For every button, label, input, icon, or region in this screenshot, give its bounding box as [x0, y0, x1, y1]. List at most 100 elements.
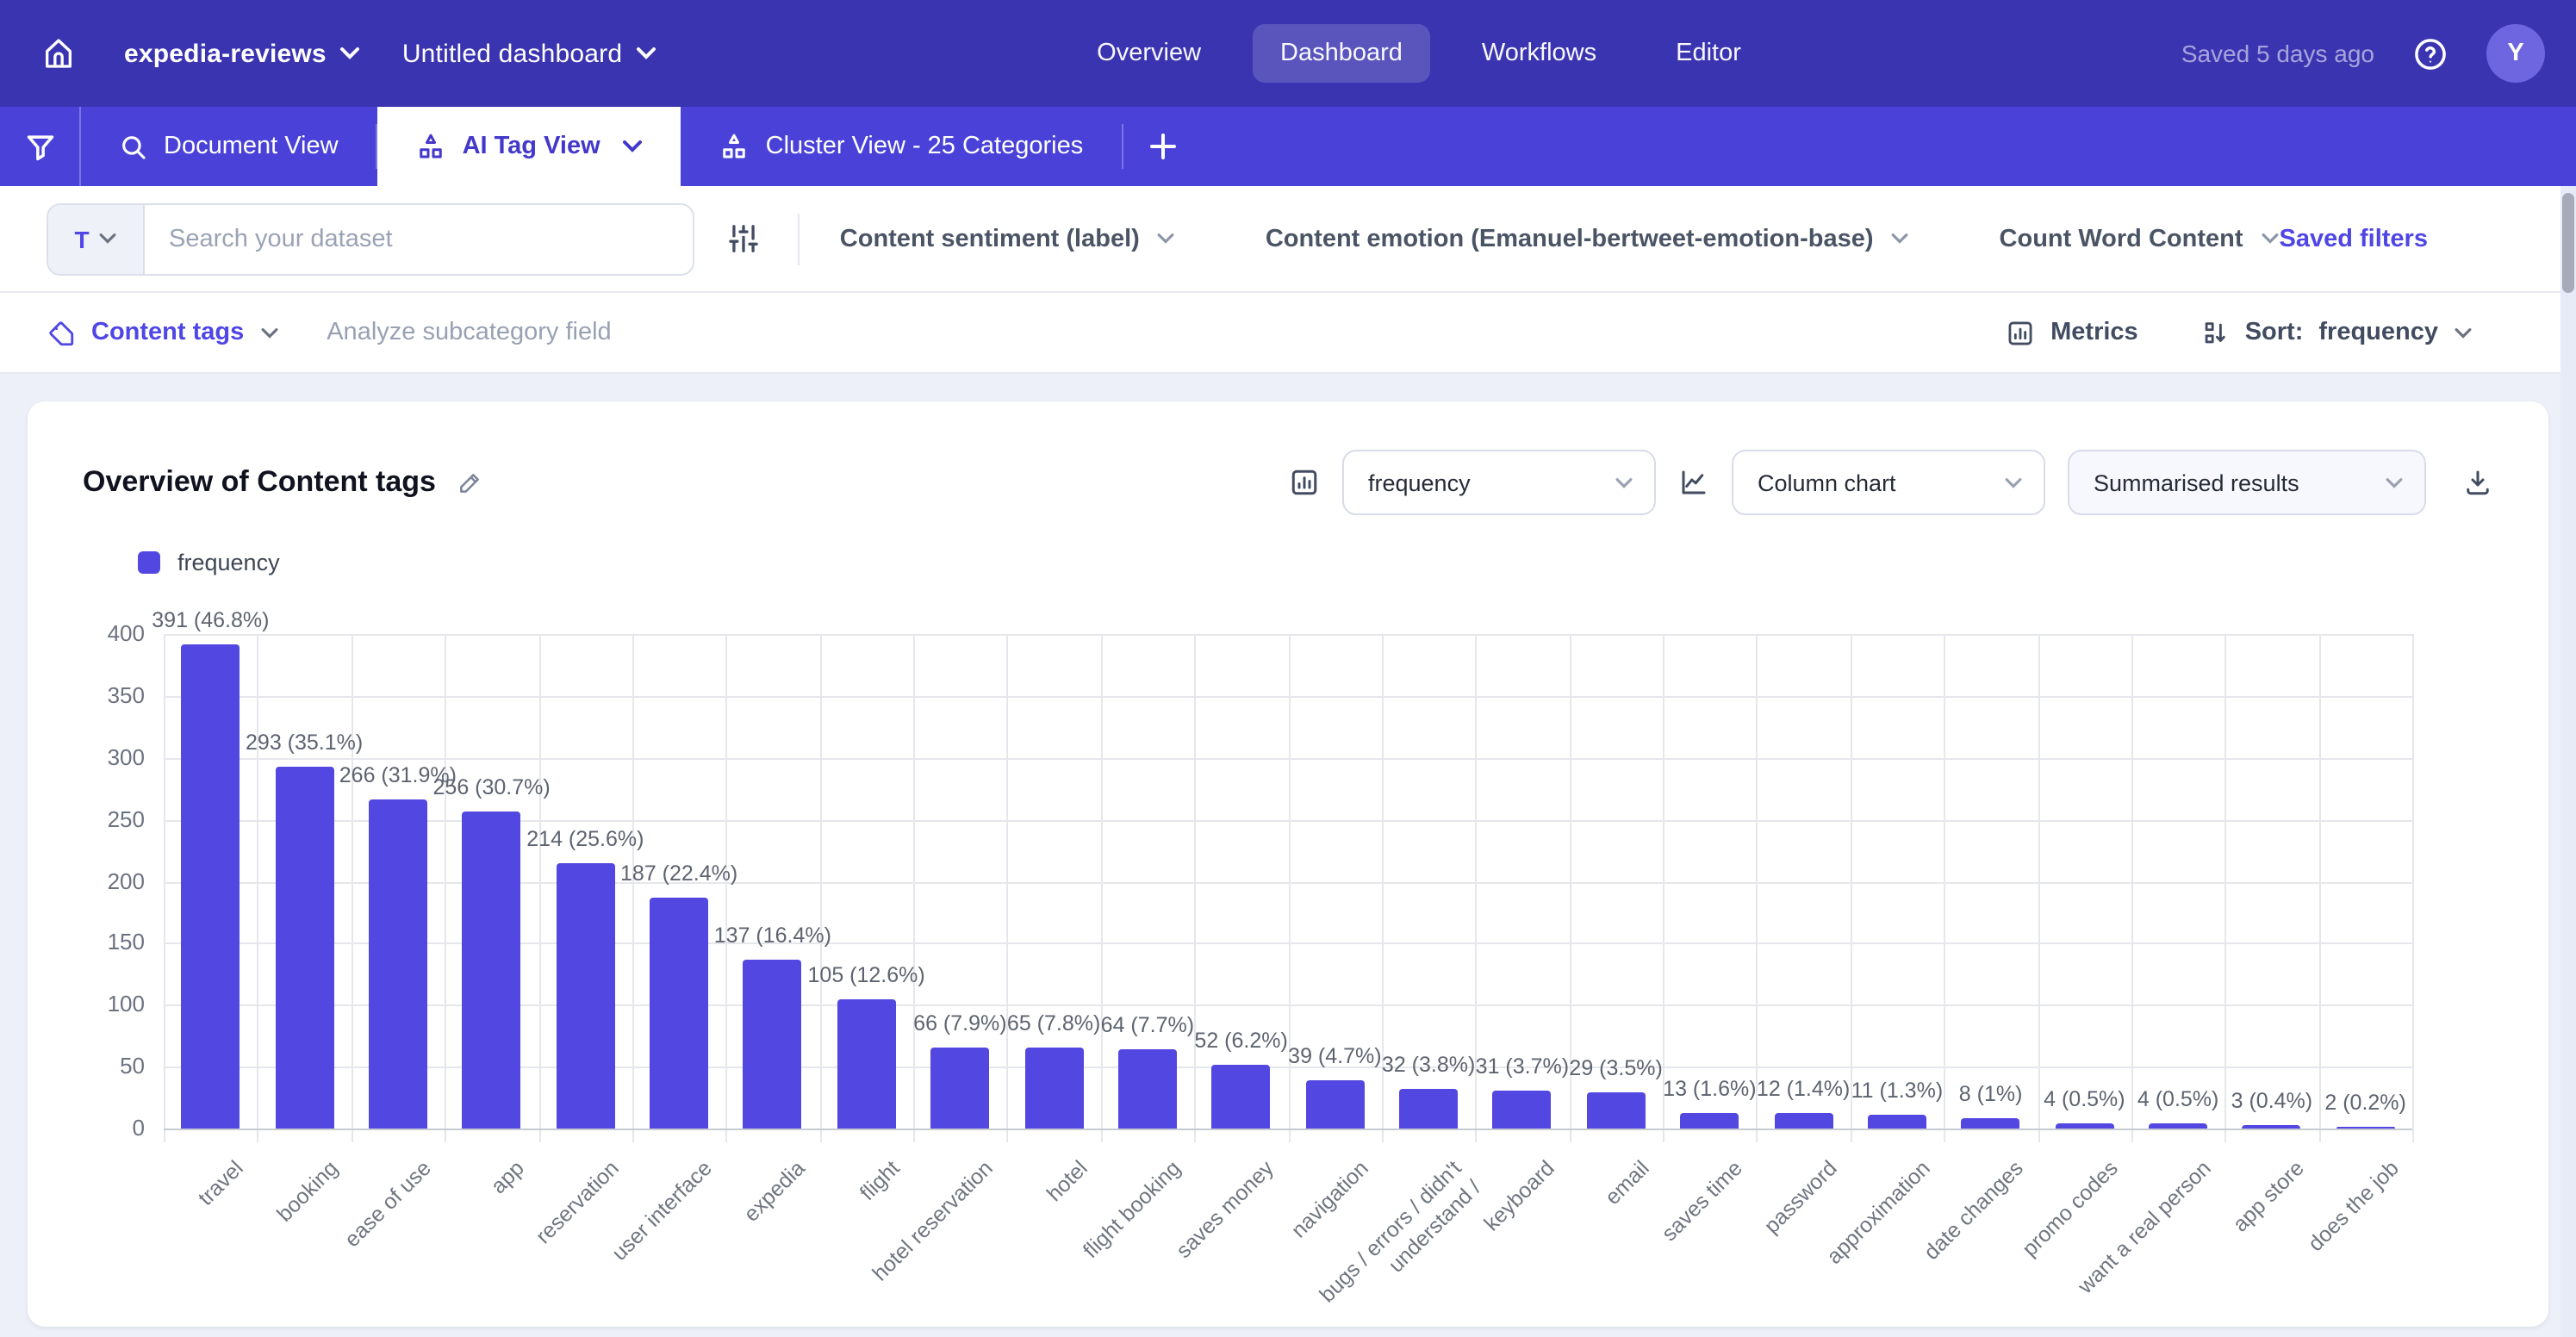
- bar-value-label: 4 (0.5%): [2044, 1087, 2125, 1112]
- search-input[interactable]: [145, 204, 693, 273]
- dropdown-content-sentiment[interactable]: Content sentiment (label): [840, 225, 1176, 252]
- metrics-button[interactable]: Metrics: [2006, 318, 2138, 347]
- bar[interactable]: [368, 799, 427, 1129]
- bar[interactable]: [837, 998, 896, 1129]
- gridline-v: [632, 634, 634, 1142]
- home-button[interactable]: [34, 36, 83, 71]
- bar[interactable]: [2055, 1123, 2114, 1129]
- dropdown-content-emotion[interactable]: Content emotion (Emanuel-bertweet-emotio…: [1266, 225, 1910, 252]
- x-tick-label: travel: [194, 1156, 249, 1211]
- gridline-v: [164, 634, 165, 1142]
- top-navigation-bar: expedia-reviews Untitled dashboard Overv…: [0, 0, 2576, 107]
- gridline-v: [445, 634, 447, 1142]
- scrollbar-thumb[interactable]: [2562, 193, 2574, 293]
- legend-label: frequency: [177, 550, 280, 575]
- chevron-down-icon[interactable]: [623, 140, 644, 153]
- dashboard-switcher[interactable]: Untitled dashboard: [402, 39, 656, 68]
- top-nav-tabs: Overview Dashboard Workflows Editor: [656, 24, 2181, 83]
- gridline-v: [1850, 634, 1852, 1142]
- filter-button[interactable]: [0, 107, 81, 186]
- download-icon[interactable]: [2462, 467, 2493, 498]
- chevron-down-icon: [98, 233, 117, 245]
- dataset-search-group: T: [47, 202, 694, 275]
- results-mode-select[interactable]: Summarised results: [2068, 450, 2426, 515]
- bar[interactable]: [1024, 1048, 1084, 1129]
- chart-title: Overview of Content tags: [83, 465, 436, 498]
- bar-value-label: 32 (3.8%): [1381, 1053, 1476, 1078]
- chart-type-select[interactable]: Column chart: [1732, 450, 2045, 515]
- scrollbar-track[interactable]: [2560, 186, 2576, 1337]
- gridline-v: [1569, 634, 1571, 1142]
- gridline-v: [725, 634, 728, 1142]
- plus-icon: [1148, 133, 1176, 160]
- bar[interactable]: [1586, 1092, 1646, 1129]
- bar-value-label: 293 (35.1%): [246, 730, 364, 755]
- subcategory-field-input[interactable]: Analyze subcategory field: [327, 319, 612, 346]
- bar[interactable]: [1774, 1113, 1833, 1129]
- chevron-down-icon: [2261, 233, 2280, 245]
- bar[interactable]: [1867, 1115, 1926, 1129]
- gridline-v: [1944, 634, 1946, 1142]
- nav-item-dashboard[interactable]: Dashboard: [1253, 24, 1430, 83]
- bar[interactable]: [2336, 1126, 2395, 1129]
- dropdown-label: Content emotion (Emanuel-bertweet-emotio…: [1265, 225, 1874, 252]
- dropdown-count-word-content[interactable]: Count Word Content: [2000, 225, 2280, 252]
- bar[interactable]: [275, 766, 334, 1129]
- bar[interactable]: [743, 959, 802, 1129]
- avatar[interactable]: Y: [2486, 24, 2545, 83]
- line-chart-icon: [1678, 467, 1709, 498]
- y-tick-label: 250: [107, 805, 145, 832]
- divider: [1121, 124, 1123, 169]
- y-tick-label: 150: [107, 929, 145, 955]
- bar[interactable]: [1305, 1080, 1365, 1129]
- bar[interactable]: [181, 644, 240, 1129]
- bar[interactable]: [650, 897, 709, 1129]
- nav-item-editor[interactable]: Editor: [1676, 40, 1741, 67]
- sort-button[interactable]: Sort: frequency: [2200, 318, 2473, 347]
- bar[interactable]: [1211, 1064, 1271, 1129]
- tab-document-view[interactable]: Document View: [81, 107, 376, 186]
- metric-select-value: frequency: [1368, 470, 1471, 495]
- project-switcher[interactable]: expedia-reviews: [124, 39, 361, 68]
- gridline-h: [164, 634, 2412, 636]
- topbar-right-group: Saved 5 days ago Y: [2181, 24, 2545, 83]
- edit-title-button[interactable]: [457, 469, 484, 496]
- bar-value-label: 3 (0.4%): [2231, 1088, 2313, 1113]
- y-tick-label: 400: [107, 620, 145, 646]
- nav-item-overview[interactable]: Overview: [1097, 40, 1202, 67]
- bar[interactable]: [556, 863, 615, 1129]
- bar[interactable]: [1961, 1118, 2020, 1129]
- bar-value-label: 13 (1.6%): [1663, 1076, 1757, 1101]
- bar[interactable]: [1399, 1089, 1459, 1129]
- bar[interactable]: [930, 1047, 990, 1129]
- tab-cluster-view[interactable]: Cluster View - 25 Categories: [681, 107, 1122, 186]
- bar[interactable]: [1117, 1049, 1177, 1129]
- help-icon[interactable]: [2412, 35, 2448, 72]
- gridline-v: [2224, 634, 2227, 1142]
- gridline-v: [2412, 634, 2414, 1142]
- bar-value-label: 256 (30.7%): [432, 775, 551, 800]
- bar[interactable]: [1680, 1112, 1739, 1129]
- dashboard-name: Untitled dashboard: [401, 39, 623, 68]
- bar[interactable]: [2149, 1123, 2208, 1129]
- gridline-v: [2038, 634, 2039, 1142]
- tab-ai-tag-view[interactable]: AI Tag View: [377, 107, 681, 186]
- advanced-filter-button[interactable]: [726, 222, 759, 255]
- metric-select[interactable]: frequency: [1342, 450, 1656, 515]
- home-icon: [41, 36, 76, 71]
- bar[interactable]: [462, 812, 521, 1129]
- chart-controls: frequency Column chart Summarised result…: [1289, 450, 2493, 515]
- add-view-button[interactable]: [1123, 107, 1202, 186]
- search-field-type-selector[interactable]: T: [48, 204, 145, 273]
- nav-item-workflows[interactable]: Workflows: [1481, 40, 1597, 67]
- saved-filters-link[interactable]: Saved filters: [2279, 225, 2429, 252]
- gridline-v: [2318, 634, 2321, 1142]
- bar[interactable]: [2242, 1124, 2301, 1129]
- y-tick-label: 350: [107, 681, 145, 708]
- analysis-field-label: Content tags: [91, 319, 245, 346]
- bar[interactable]: [1492, 1090, 1552, 1129]
- bar-value-label: 29 (3.5%): [1569, 1056, 1663, 1081]
- y-tick-label: 0: [132, 1115, 145, 1141]
- analysis-field-dropdown[interactable]: Content tags: [47, 318, 278, 347]
